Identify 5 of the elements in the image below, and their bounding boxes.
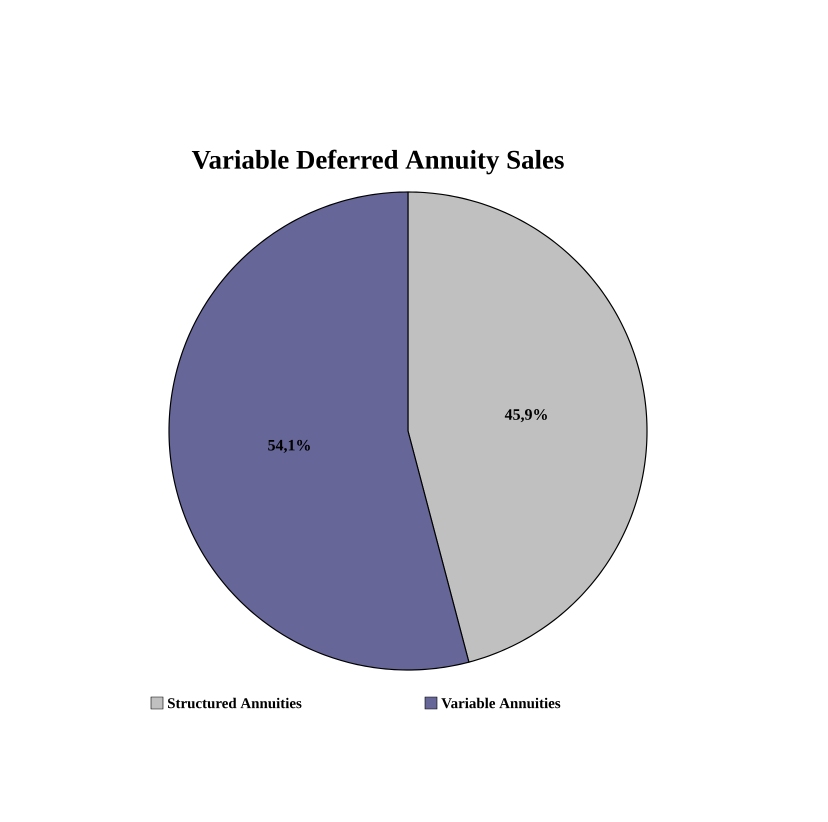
chart-title: Variable Deferred Annuity Sales (192, 150, 564, 174)
legend-label: Structured Annuities (168, 698, 302, 708)
data-label: 45,9% (504, 409, 547, 422)
data-label: 54,1% (268, 440, 310, 453)
legend-label: Variable Annuities (441, 698, 560, 708)
